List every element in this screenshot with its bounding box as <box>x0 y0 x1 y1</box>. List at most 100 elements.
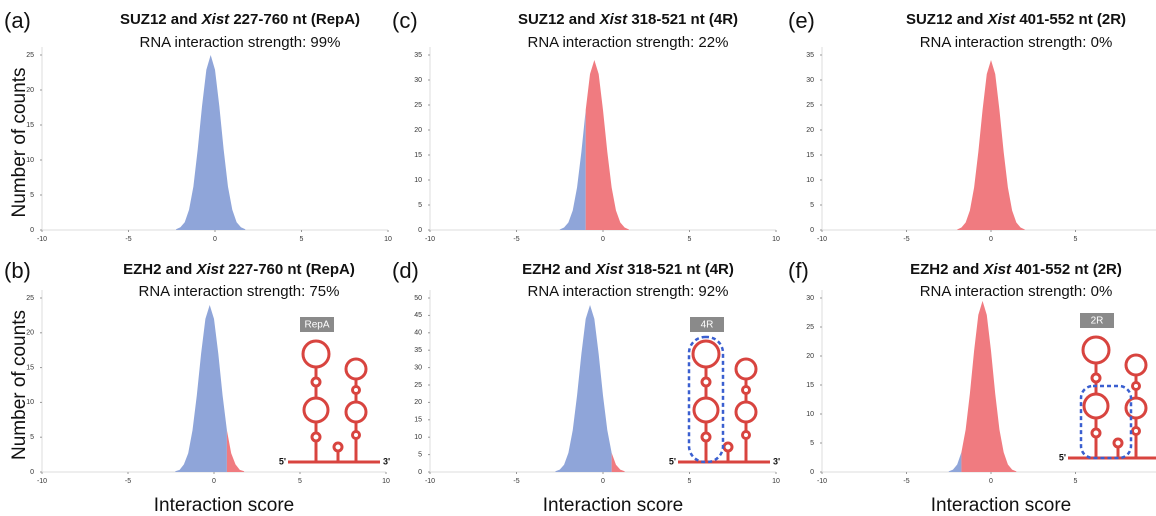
rna-loop <box>1081 335 1111 365</box>
y-tick-label: 20 <box>414 127 422 134</box>
title-prefix: SUZ12 and <box>518 11 596 28</box>
x-tick-label: 0 <box>212 478 216 485</box>
panel-subtitle: RNA interaction strength: 22% <box>528 34 729 51</box>
rna-loop <box>351 385 361 395</box>
panel-subtitle: RNA interaction strength: 75% <box>139 283 340 300</box>
x-tick-label: 5 <box>298 478 302 485</box>
rna-loop <box>1112 437 1124 449</box>
y-tick-label: 0 <box>418 227 422 234</box>
diagram-label: RepA <box>304 320 329 331</box>
y-tick-label: 10 <box>806 411 814 418</box>
rna-loop <box>1082 392 1110 420</box>
panel-subtitle: RNA interaction strength: 0% <box>920 283 1113 300</box>
title-gene: Xist <box>594 261 624 278</box>
y-tick-label: 0 <box>810 227 814 234</box>
y-tick-label: 25 <box>806 102 814 109</box>
x-tick-label: 5 <box>1074 236 1078 243</box>
title-prefix: EZH2 and <box>123 261 192 278</box>
y-tick-label: 15 <box>414 417 422 424</box>
rna-loop <box>1131 381 1141 391</box>
x-tick-label: -10 <box>37 478 47 485</box>
y-tick-label: 10 <box>806 177 814 184</box>
x-tick-label: 5 <box>688 236 692 243</box>
y-tick-label: 30 <box>806 295 814 302</box>
rna-loop <box>344 400 368 424</box>
rna-loop <box>332 441 344 453</box>
y-axis-label: Number of counts <box>9 68 30 218</box>
panel-subtitle: RNA interaction strength: 0% <box>920 34 1113 51</box>
rna-loop <box>1124 396 1148 420</box>
y-tick-label: 10 <box>414 177 422 184</box>
title-gene: Xist <box>195 261 225 278</box>
five-prime: 5' <box>279 456 286 466</box>
rna-loop <box>734 357 758 381</box>
title-gene: Xist <box>982 261 1012 278</box>
five-prime: 5' <box>669 456 676 466</box>
rna-loop <box>741 430 751 440</box>
x-tick-label: 0 <box>989 478 993 485</box>
x-tick-label: -5 <box>513 478 519 485</box>
three-prime: 3' <box>383 456 390 466</box>
x-tick-label: 0 <box>989 236 993 243</box>
diagram-label: 2R <box>1091 316 1104 327</box>
y-tick-label: 5 <box>30 192 34 199</box>
y-tick-label: 50 <box>414 295 422 302</box>
y-tick-label: 0 <box>810 469 814 476</box>
y-tick-label: 25 <box>806 324 814 331</box>
diagram-label-box <box>1080 313 1114 328</box>
y-tick-label: 20 <box>806 127 814 134</box>
title-suffix: 318-521 nt (4R) <box>627 261 734 278</box>
y-tick-label: 25 <box>414 102 422 109</box>
y-tick-label: 30 <box>414 364 422 371</box>
y-tick-label: 5 <box>810 440 814 447</box>
x-tick-label: -10 <box>425 236 435 243</box>
title-suffix: 318-521 nt (4R) <box>631 11 738 28</box>
panel-label: (f) <box>788 258 809 283</box>
y-axis-label: Number of counts <box>9 310 30 460</box>
y-tick-label: 20 <box>26 87 34 94</box>
title-suffix: 227-760 nt (RepA) <box>228 261 355 278</box>
y-tick-label: 35 <box>414 347 422 354</box>
x-tick-label: -5 <box>903 236 909 243</box>
rna-loop <box>734 400 758 424</box>
y-tick-label: 5 <box>30 434 34 441</box>
rna-structure: 2R 5' <box>1059 313 1156 462</box>
panel-title: EZH2 and Xist 401-552 nt (2R) <box>910 261 1122 278</box>
title-suffix: 401-552 nt (2R) <box>1019 11 1126 28</box>
x-tick-label: -10 <box>817 478 827 485</box>
rna-loop <box>741 385 751 395</box>
x-tick-label: 0 <box>601 478 605 485</box>
y-tick-label: 20 <box>26 330 34 337</box>
title-suffix: 227-760 nt (RepA) <box>233 11 360 28</box>
panel-title: SUZ12 and Xist 318-521 nt (4R) <box>518 11 738 28</box>
x-tick-label: 5 <box>300 236 304 243</box>
y-tick-label: 30 <box>414 77 422 84</box>
rna-loop <box>301 339 331 369</box>
rna-loop <box>700 431 712 443</box>
rna-loop <box>700 376 712 388</box>
panel-label: (e) <box>788 8 815 33</box>
y-tick-label: 20 <box>414 399 422 406</box>
x-tick-label: -10 <box>37 236 47 243</box>
x-axis-label: Interaction score <box>154 495 294 516</box>
panel-label: (c) <box>392 8 418 33</box>
title-prefix: SUZ12 and <box>906 11 984 28</box>
title-prefix: EZH2 and <box>522 261 591 278</box>
x-tick-label: -10 <box>817 236 827 243</box>
y-tick-label: 5 <box>418 451 422 458</box>
y-tick-label: 25 <box>26 295 34 302</box>
rna-loop <box>722 441 734 453</box>
y-tick-label: 35 <box>414 52 422 59</box>
panel-title: SUZ12 and Xist 227-760 nt (RepA) <box>120 11 360 28</box>
rna-loop <box>1090 372 1102 384</box>
y-tick-label: 5 <box>418 202 422 209</box>
x-tick-label: 0 <box>213 236 217 243</box>
density-area <box>611 452 625 472</box>
rna-loop <box>310 376 322 388</box>
density-area <box>175 304 227 472</box>
y-tick-label: 25 <box>414 382 422 389</box>
x-tick-label: 5 <box>1074 478 1078 485</box>
y-tick-label: 5 <box>810 202 814 209</box>
y-tick-label: 15 <box>26 122 34 129</box>
y-tick-label: 15 <box>806 382 814 389</box>
